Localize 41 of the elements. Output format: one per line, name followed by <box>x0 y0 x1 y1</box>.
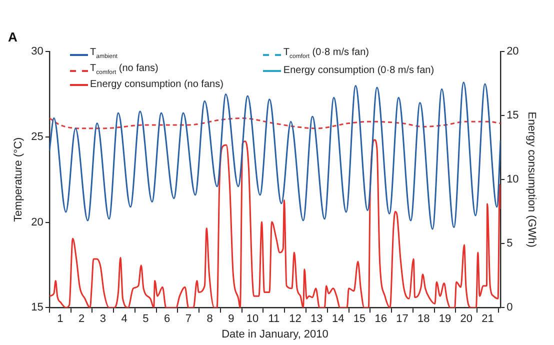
y2-tick-label: 15 <box>506 110 519 122</box>
x-tick-label: 7 <box>185 313 192 326</box>
legend-label: T$_{comfort}$ (no fans) <box>90 63 158 78</box>
chart-title: A <box>8 29 18 44</box>
x-tick-label: 19 <box>438 313 452 326</box>
x-tick-label: 8 <box>206 313 213 326</box>
x-tick-label: 9 <box>228 313 234 326</box>
legend-label: T$_{comfort}$ (0·8 m/s fan) <box>283 47 369 62</box>
x-tick-label: 20 <box>460 313 472 326</box>
y-tick-label: 30 <box>31 46 44 58</box>
y-axis-title: Temperature (°C) <box>12 137 25 222</box>
x-tick-label: 14 <box>332 313 344 326</box>
x-tick-label: 3 <box>100 313 106 326</box>
y2-tick-label: 5 <box>506 238 513 250</box>
x-tick-label: 13 <box>310 313 323 326</box>
y-tick-label: 15 <box>31 302 44 314</box>
x-tick-label: 2 <box>78 313 85 326</box>
legend-label: Energy consumption (no fans) <box>90 79 224 91</box>
x-tick-label: 21 <box>482 313 494 326</box>
x-tick-label: 16 <box>374 313 387 326</box>
x-axis-title: Date in January, 2010 <box>222 328 328 340</box>
x-tick-label: 6 <box>164 313 170 326</box>
legend-label: T$_{ambient}$ <box>90 47 118 62</box>
y-tick-label: 25 <box>31 130 44 143</box>
line-series <box>49 117 501 130</box>
y2-tick-label: 0 <box>506 302 513 314</box>
x-tick-label: 15 <box>353 313 366 326</box>
x-tick-label: 5 <box>142 313 149 326</box>
legend-label: Energy consumption (0·8 m/s fan) <box>283 65 434 77</box>
line-series <box>49 82 501 230</box>
x-tick-label: 18 <box>417 313 430 326</box>
y2-axis-title: Energy consumption (GWh) <box>525 112 538 248</box>
x-tick-label: 11 <box>268 313 280 326</box>
x-tick-label: 12 <box>289 313 302 326</box>
x-tick-label: 10 <box>246 313 259 326</box>
y2-tick-label: 20 <box>506 46 519 58</box>
y2-tick-label: 10 <box>506 174 519 186</box>
x-tick-label: 4 <box>121 313 128 326</box>
x-tick-label: 1 <box>57 313 64 326</box>
x-tick-label: 17 <box>396 313 408 326</box>
y-tick-label: 20 <box>31 216 44 228</box>
